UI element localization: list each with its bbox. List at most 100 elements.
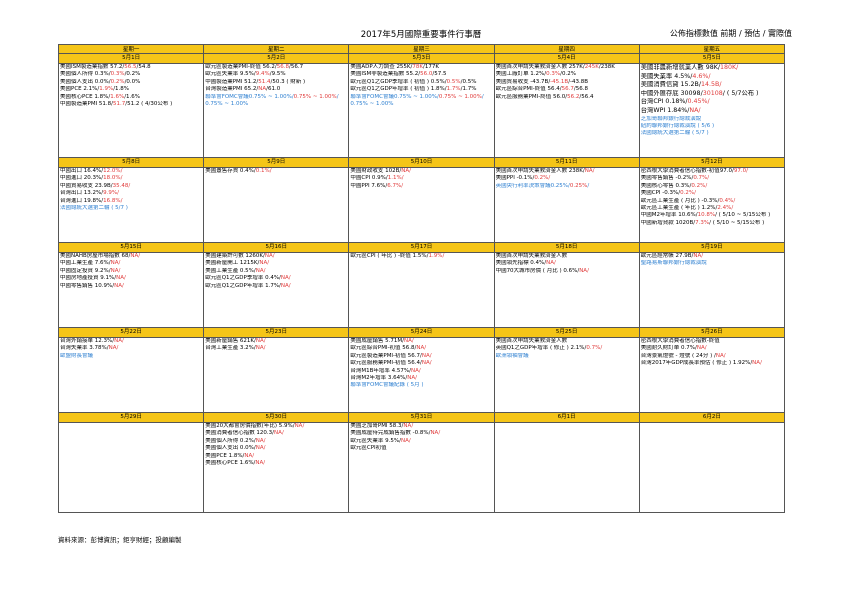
event-text: / ( 5/10 ~ 5/15公布 ) (715, 212, 771, 219)
event-text: / ( 5/7公布 ) (722, 89, 759, 97)
event-estimate: 0.2% (691, 182, 706, 189)
event-item: 中國零售銷售 10.9%/NA/ (60, 283, 202, 290)
event-text: /56.7 (288, 64, 304, 70)
day-date: 5月19日 (639, 243, 784, 253)
event-item: 歐元區工業生產 ( 月比 ) -0.3%/0.4%/ (641, 198, 783, 205)
event-item: 歐元區綜合PMI-終值 56.4/56.7/56.8 (496, 86, 638, 93)
day-cell: 6月1日 (493, 412, 640, 513)
event-estimate: NA (410, 367, 419, 374)
event-list: 美國新屋銷售 621K/NA/台灣工業生產 3.2%/NA/ (204, 338, 348, 353)
event-item: 歐元區服務業PMI-初值 56.4/NA/ (350, 360, 492, 367)
day-date: 5月5日 (639, 54, 784, 64)
day-cell: 5月8日 中國出口 16.4%/12.0%/中國進口 20.3%/18.0%/中國… (57, 157, 205, 243)
event-text: 美國零售銷售 -0.2%/ (640, 175, 694, 182)
event-text: 美國新屋銷售 621K/ (205, 338, 256, 344)
event-item: 中國製造業PMI 51.2/51.4/50.3 ( 財新 ) (205, 79, 347, 86)
day-cell: 5月5日 美國非農新增就業人數 98K/180K/美國失業率 4.5%/4.6%/… (638, 53, 786, 158)
event-estimate: NA (130, 253, 139, 259)
event-estimate: / (269, 168, 272, 174)
event-estimate: / (554, 260, 556, 267)
event-estimate: / (263, 338, 266, 344)
event-text: 台灣景氣燈號 - 燈號 ( 24分 ) / (640, 352, 716, 359)
event-list: 美國成屋銷售 5.71M/NA/歐元區綜合PMI-初值 56.8/NA/歐元區製… (349, 338, 493, 390)
event-estimate: 0.3% (546, 71, 561, 78)
event-estimate: NA (430, 430, 439, 437)
event-estimate: / (263, 460, 266, 467)
event-estimate: / (442, 253, 445, 259)
event-item: 美國建築許可數 1260K/NA/ (205, 253, 347, 260)
event-text: 美國核心PCE 1.8%/ (60, 93, 111, 100)
event-item: 中國外匯存底 30098/30108/ ( 5/7公布 ) (641, 90, 783, 99)
event-text: 歐元區失業率 9.5%/ (205, 71, 256, 78)
event-item: 美國PCE 2.1%/1.9%/1.8% (60, 86, 202, 93)
event-text: 美國首次申請失業救濟金人數 (495, 338, 568, 344)
event-text: /9.5% (269, 71, 286, 78)
event-text: 美國核心PCE 1.6%/ (205, 460, 256, 467)
event-estimate: NA (401, 168, 410, 174)
event-text: 台灣出口 13.2%/ (60, 190, 104, 197)
event-estimate: / (704, 345, 707, 352)
event-meeting-text: 聯準會FOMC會議0.75% ~ 1.00%/ (205, 93, 294, 100)
event-estimate: NA (400, 437, 409, 444)
event-estimate: NA (259, 260, 268, 267)
event-item: 美國ADP人力調查 255K/78K/177K (350, 64, 492, 71)
event-estimate: / (252, 452, 255, 459)
event-text: 台灣製造業PMI 65.2/ (205, 86, 259, 93)
event-estimate: / (708, 72, 711, 80)
page-title: 2017年5月國際重要事件行事曆 (360, 30, 482, 40)
event-estimate: 16.8% (103, 197, 121, 204)
event-text: 歐元區Q1之GDP季增率 ( 初值 ) 0.5%/ (350, 78, 447, 85)
event-text: 歐元區工業生產 ( 月比 ) -0.3%/ (640, 197, 720, 204)
day-date: 5月11日 (494, 158, 639, 168)
event-text: /177K (423, 64, 439, 70)
event-text: 美國消費者信心指數 120.3/ (205, 430, 275, 437)
event-text: 美國個人所得 0.3%/ (60, 71, 111, 78)
event-estimate: / (123, 275, 126, 282)
event-estimate: NA (114, 282, 122, 289)
event-text: 密西根大學消費者信心指數-終值 (640, 338, 720, 344)
event-item: 中國工業生產 7.6%/NA/ (60, 260, 202, 267)
event-estimate: / (263, 445, 266, 452)
event-estimate: NA (255, 338, 264, 344)
event-item: 歐元區CPI初值 (350, 445, 492, 452)
event-item: 中國M2年增率 10.6%/10.8%/ ( 5/10 ~ 5/15公布 ) (641, 212, 783, 219)
event-text: 台灣工業生產 3.2%/ (205, 345, 256, 352)
event-text: 歐元區CPI ( 年比 ) -終值 1.5%/ (350, 253, 429, 259)
event-item: 美國工業生產 0.5%/NA/ (205, 268, 347, 275)
event-text: 美國首次申請失業救濟金人數 238K/ (495, 168, 585, 174)
event-estimate: 2.4% (717, 205, 732, 212)
event-item: 美國ISM非製造業指數 55.2/56.0/57.5 (350, 71, 492, 78)
event-text: /1.8% (113, 86, 130, 93)
event-item: 歐元區失業率 9.5%/9.4%/9.5% (205, 71, 347, 78)
day-date: 5月10日 (349, 158, 494, 168)
event-estimate: / (723, 352, 726, 359)
event-estimate: 1.7% (446, 86, 461, 93)
event-estimate: 0.5% (446, 78, 461, 85)
day-cell: 5月26日 密西根大學消費者信心指數-終值 美國耐久財訂單 0.7%/NA/台灣景氣… (638, 327, 786, 413)
event-item: 歐元區工業生產 ( 年比 ) 1.2%/2.4%/ (641, 205, 783, 212)
event-estimate: / (281, 430, 284, 437)
event-item: 歐元區Q1之GDP季增率 ( 初值 ) 0.5%/0.5%/0.5% (350, 79, 492, 86)
day-cell: 5月12日 密西根大學消費者信心指數-初值97.0/97.0/美國零售銷售 -0.… (638, 157, 786, 243)
weekday-header-row: 星期一 星期二 星期三 星期四 星期五 (57, 44, 786, 54)
event-list: 美國首次申請失業救濟金人數 美國領先指標 0.4%/NA/中國70大城市房價 ( … (495, 253, 639, 275)
event-estimate: / (429, 352, 432, 359)
event-item: 美國成屋銷售 5.71M/NA/ (350, 338, 492, 345)
day-date: 5月2日 (204, 54, 349, 64)
event-estimate: / (698, 106, 701, 114)
event-list: 美國NAHB房屋市場指數 68/NA/中國工業生產 7.6%/NA/中國固定投資… (59, 253, 203, 290)
event-item: 美國工廠訂單 1.2%/0.3%/0.2% (496, 71, 638, 78)
event-text: 中國貿易收支 23.9B/ (60, 182, 113, 189)
event-estimate: NA (280, 282, 289, 289)
event-estimate: / (408, 437, 411, 444)
event-text: /54.8 (136, 64, 151, 70)
event-text: 歐元區製造業PMI-終值 56.2/ (205, 64, 277, 70)
event-estimate: / (719, 81, 722, 89)
event-list: 美國ADP人力調查 255K/78K/177K 美國ISM非製造業指數 55.2/… (349, 64, 493, 108)
event-item: 中國出口 16.4%/12.0%/ (60, 168, 202, 175)
day-date: 5月15日 (59, 243, 204, 253)
event-text: /-43.8B (568, 78, 589, 85)
event-text: 中國外匯存底 30098/ (640, 89, 703, 97)
event-text: 歐元區綜合PMI-初值 56.8/ (350, 345, 417, 352)
event-estimate: 0.25% (569, 182, 588, 189)
